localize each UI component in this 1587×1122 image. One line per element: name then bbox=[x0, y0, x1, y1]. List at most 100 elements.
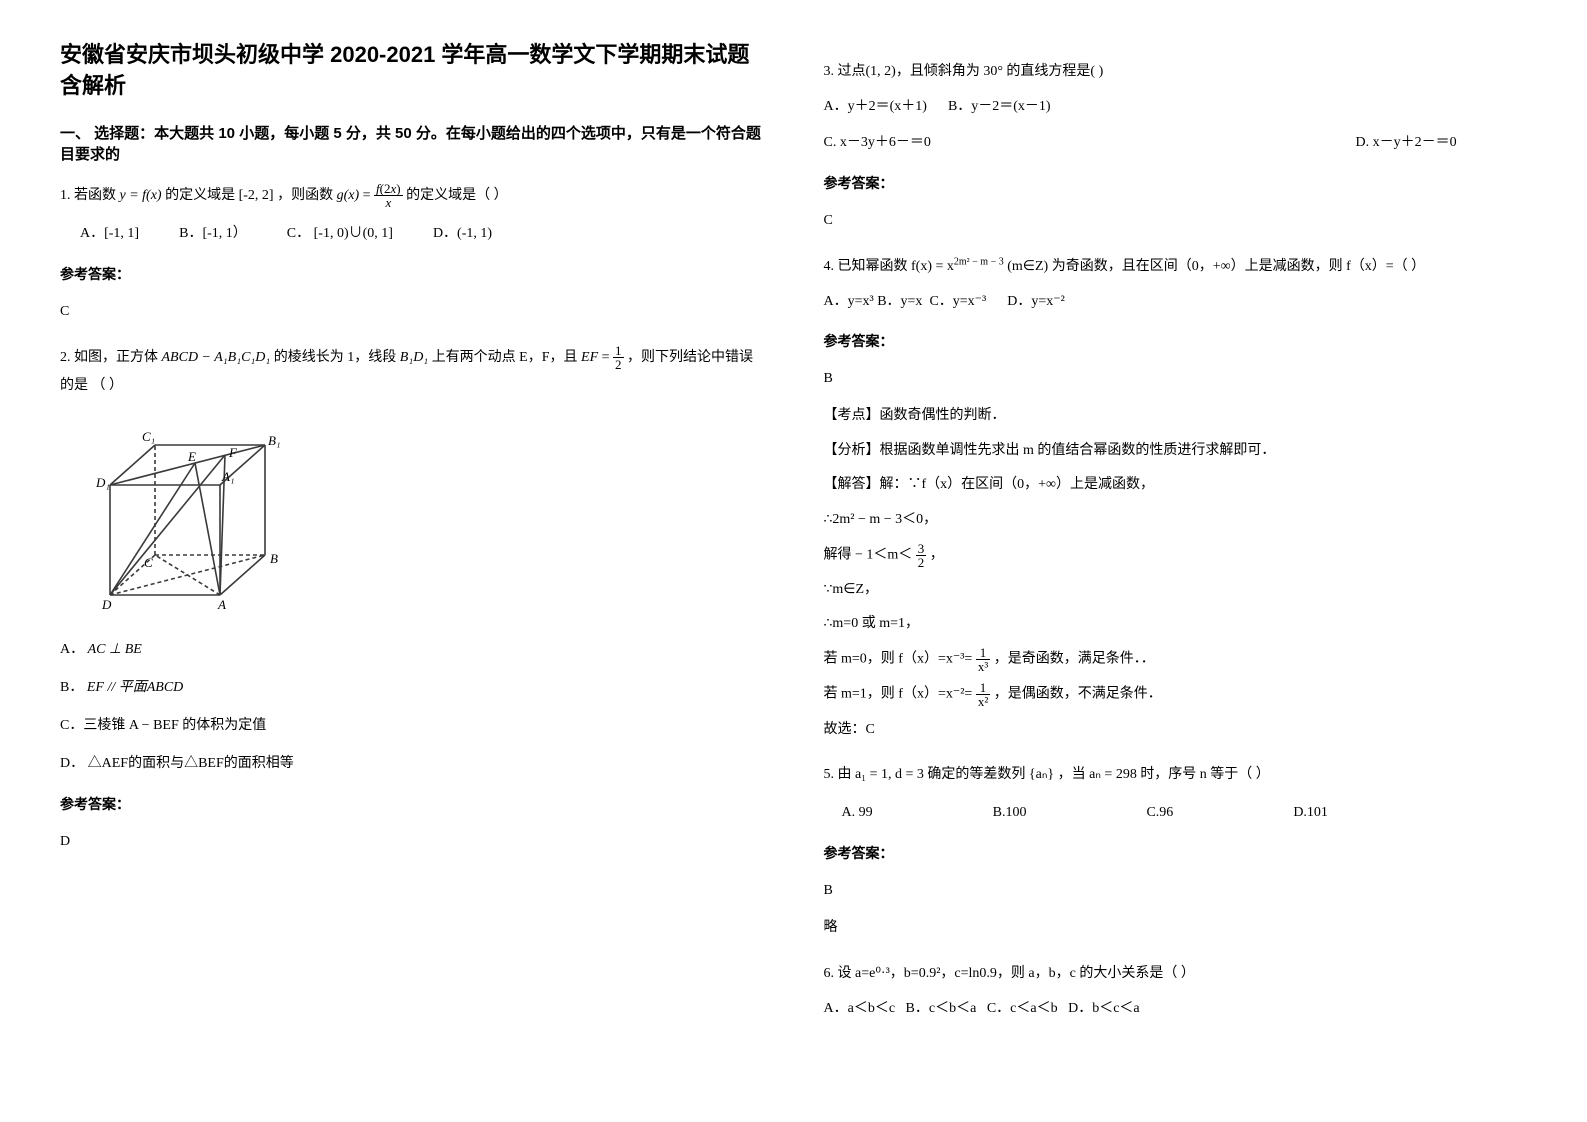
q4-l6-suffix: ，是偶函数，不满足条件． bbox=[994, 687, 1162, 702]
q4-p2: 为奇函数，且在区间（0，+∞）上是减函数，则 f（x）=（ ） bbox=[1052, 259, 1425, 274]
q3-answer-label: 参考答案： bbox=[824, 169, 1528, 197]
q1-domain: [-2, 2] bbox=[239, 188, 274, 203]
svg-text:B₁: B₁ bbox=[268, 433, 280, 448]
q5-p3: ，当 bbox=[1058, 767, 1086, 782]
q4-l1: ∴2m² − m − 3＜0， bbox=[824, 507, 1528, 534]
right-column: 3. 过点(1, 2)，且倾斜角为 30° 的直线方程是( ) A．y＋2＝(x… bbox=[824, 40, 1528, 1040]
q2-option-c: C．三棱锥 A − BEF 的体积为定值 bbox=[60, 712, 764, 740]
question-1-stem: 1. 若函数 y = f(x) 的定义域是 [-2, 2] ，则函数 g(x) … bbox=[60, 182, 764, 210]
q2-p2: 的棱线长为 1，线段 bbox=[274, 350, 400, 365]
svg-text:B: B bbox=[270, 551, 278, 566]
q6-stem: 6. 设 a=e⁰·³，b=0.9²，c=ln0.9，则 a，b，c 的大小关系… bbox=[824, 960, 1528, 988]
q1-option-c: C． [-1, 0)∪(0, 1] bbox=[287, 220, 393, 248]
q5-stem: 5. 由 a₁ = 1, d = 3 确定的等差数列 {aₙ} ，当 aₙ = … bbox=[824, 761, 1528, 789]
q5-option-d: D.101 bbox=[1293, 799, 1328, 827]
q1-option-d: D．(-1, 1) bbox=[433, 220, 492, 248]
q5-omit: 略 bbox=[824, 915, 1528, 942]
q4-p1: 4. 已知幂函数 bbox=[824, 259, 908, 274]
q2-p3: 上有两个动点 E，F，且 bbox=[432, 350, 581, 365]
q4-l6-frac: 1x² bbox=[976, 681, 990, 708]
q3-option-d: D. x－y＋2－＝0 bbox=[1356, 129, 1457, 157]
question-2: 2. 如图，正方体 ABCD − A₁B₁C₁D₁ 的棱线长为 1，线段 B₁D… bbox=[60, 344, 764, 856]
q4-l5: 若 m=0，则 f（x）=x⁻³= 1x³ ，是奇函数，满足条件．． bbox=[824, 646, 1528, 673]
q3-answer: C bbox=[824, 207, 1528, 235]
q5-an: {aₙ} bbox=[1029, 767, 1054, 782]
q1-answer: C bbox=[60, 298, 764, 326]
svg-text:E: E bbox=[187, 449, 196, 464]
q6-option-a: A．a＜b＜c bbox=[824, 1001, 896, 1016]
q2-optd-val: △AEF的面积与△BEF的面积相等 bbox=[88, 756, 294, 771]
q4-l2-suffix: ， bbox=[930, 547, 944, 562]
q5-cond: aₙ = 298 bbox=[1089, 767, 1137, 782]
svg-text:A₁: A₁ bbox=[221, 469, 234, 484]
question-5: 5. 由 a₁ = 1, d = 3 确定的等差数列 {aₙ} ，当 aₙ = … bbox=[824, 761, 1528, 942]
q5-answer-label: 参考答案： bbox=[824, 839, 1528, 867]
q1-gx-fraction: g(x) = f(2x)x bbox=[337, 188, 407, 203]
q4-l5-suffix: ，是奇函数，满足条件．． bbox=[994, 652, 1155, 667]
question-4: 4. 已知幂函数 f(x) = x2m² − m − 3 (m∈Z) 为奇函数，… bbox=[824, 253, 1528, 744]
q4-tag1: 【考点】函数奇偶性的判断． bbox=[824, 403, 1528, 430]
q3-stem: 3. 过点(1, 2)，且倾斜角为 30° 的直线方程是( ) bbox=[824, 58, 1528, 86]
q4-stem: 4. 已知幂函数 f(x) = x2m² − m − 3 (m∈Z) 为奇函数，… bbox=[824, 253, 1528, 281]
q4-fx-base: f(x) = x bbox=[911, 259, 954, 274]
q4-tag2: 【分析】根据函数单调性先求出 m 的值结合幂函数的性质进行求解即可． bbox=[824, 438, 1528, 465]
q1-mid3: 的定义域是（ ） bbox=[406, 188, 508, 203]
question-1-options: A．[-1, 1] B．[-1, 1） C． [-1, 0)∪(0, 1] D．… bbox=[80, 220, 764, 248]
cube-svg: D A B C D₁ A₁ B₁ C₁ E F bbox=[80, 415, 280, 610]
q5-answer: B bbox=[824, 877, 1528, 905]
question-2-stem: 2. 如图，正方体 ABCD − A₁B₁C₁D₁ 的棱线长为 1，线段 B₁D… bbox=[60, 344, 764, 400]
q5-p2: 确定的等差数列 bbox=[927, 767, 1025, 782]
q6-option-d: D．b＜c＜a bbox=[1068, 1001, 1140, 1016]
q3-option-b: B．y－2＝(x－1) bbox=[948, 99, 1051, 114]
q1-optc-val: [-1, 0)∪(0, 1] bbox=[314, 226, 393, 241]
q4-l6-prefix: 若 m=1，则 f（x）=x⁻²= bbox=[824, 687, 976, 702]
q2-option-b: B． EF // 平面ABCD bbox=[60, 674, 764, 702]
q4-fx: f(x) = x2m² − m − 3 bbox=[911, 259, 1004, 274]
q1-text-prefix: 1. 若函数 bbox=[60, 188, 120, 203]
question-6: 6. 设 a=e⁰·³，b=0.9²，c=ln0.9，则 a，b，c 的大小关系… bbox=[824, 960, 1528, 1023]
q2-option-a: A． AC ⊥ BE bbox=[60, 636, 764, 664]
q5-p1: 5. 由 bbox=[824, 767, 852, 782]
svg-text:C₁: C₁ bbox=[142, 429, 155, 444]
q6-options: A．a＜b＜c B．c＜b＜a C．c＜a＜b D．b＜c＜a bbox=[824, 996, 1528, 1023]
q2-optb-prefix: B． bbox=[60, 680, 83, 695]
q5-options: A. 99 B.100 C.96 D.101 bbox=[842, 799, 1528, 827]
q3-option-c: C. x－3y＋6－＝0 bbox=[824, 129, 931, 157]
q1-mid2: ，则函数 bbox=[277, 188, 337, 203]
q1-expr1: y = f(x) bbox=[120, 188, 162, 203]
q4-l5-prefix: 若 m=0，则 f（x）=x⁻³= bbox=[824, 652, 976, 667]
svg-text:D₁: D₁ bbox=[95, 475, 110, 490]
section-heading: 一、 选择题：本大题共 10 小题，每小题 5 分，共 50 分。在每小题给出的… bbox=[60, 122, 764, 164]
q2-seg: B₁D₁ bbox=[400, 350, 428, 365]
svg-text:C: C bbox=[144, 555, 153, 570]
q4-option-a: A．y=x³ bbox=[824, 294, 874, 309]
q2-ef-expr: EF = 12 bbox=[581, 350, 627, 365]
q4-options: A．y=x³ B．y=x C．y=x⁻³ D．y=x⁻² bbox=[824, 289, 1528, 316]
svg-text:A: A bbox=[217, 597, 226, 610]
svg-text:F: F bbox=[228, 445, 238, 460]
q4-option-c: C．y=x⁻³ bbox=[929, 294, 986, 309]
q2-option-d: D． △AEF的面积与△BEF的面积相等 bbox=[60, 750, 764, 778]
q4-tag3: 【解答】解：∵f（x）在区间（0，+∞）上是减函数， bbox=[824, 472, 1528, 499]
q2-opta-prefix: A． bbox=[60, 642, 84, 657]
q5-option-c: C.96 bbox=[1146, 799, 1173, 827]
q4-l3: ∵m∈Z， bbox=[824, 577, 1528, 604]
q5-p4: 时，序号 n 等于（ ） bbox=[1140, 767, 1270, 782]
q4-l2: 解得 − 1＜m＜ 32 ， bbox=[824, 542, 1528, 569]
q4-l2-frac: 32 bbox=[916, 542, 927, 569]
q4-l6: 若 m=1，则 f（x）=x⁻²= 1x² ，是偶函数，不满足条件． bbox=[824, 681, 1528, 708]
q1-option-b: B．[-1, 1） bbox=[179, 220, 247, 248]
question-1: 1. 若函数 y = f(x) 的定义域是 [-2, 2] ，则函数 g(x) … bbox=[60, 182, 764, 326]
q1-optc-prefix: C． bbox=[287, 226, 310, 241]
q1-answer-label: 参考答案： bbox=[60, 260, 764, 288]
q4-l5-frac: 1x³ bbox=[976, 646, 990, 673]
q5-option-a: A. 99 bbox=[842, 799, 873, 827]
q4-l4: ∴m=0 或 m=1， bbox=[824, 611, 1528, 638]
q1-mid1: 的定义域是 bbox=[165, 188, 235, 203]
q2-answer: D bbox=[60, 828, 764, 856]
q6-option-b: B．c＜b＜a bbox=[906, 1001, 977, 1016]
page-root: 安徽省安庆市坝头初级中学 2020-2021 学年高一数学文下学期期末试题含解析… bbox=[0, 0, 1587, 1080]
q2-answer-label: 参考答案： bbox=[60, 790, 764, 818]
q2-optd-prefix: D． bbox=[60, 756, 84, 771]
q2-cube: ABCD − A₁B₁C₁D₁ bbox=[162, 350, 271, 365]
